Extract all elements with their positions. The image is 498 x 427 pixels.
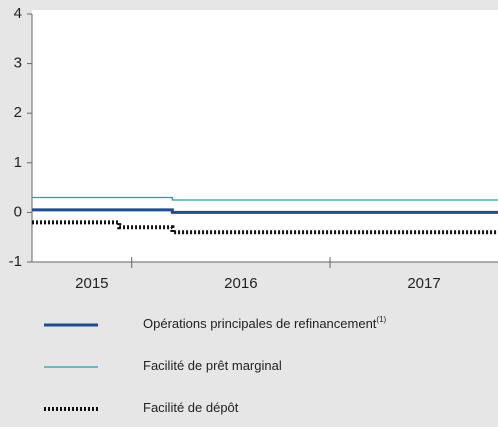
legend-label: Facilité de prêt marginal [143, 358, 282, 373]
y-tick-label: 1 [14, 154, 22, 171]
series-line [32, 208, 498, 214]
x-tick-label: 2017 [407, 275, 440, 292]
y-tick-label: 3 [14, 55, 22, 72]
y-tick-label: 0 [14, 203, 22, 220]
series-line [32, 220, 498, 235]
y-tick-label: 2 [14, 104, 22, 121]
legend-label: Opérations principales de refinancement(… [143, 315, 387, 331]
legend-note: (1) [376, 315, 386, 324]
x-tick-label: 2016 [224, 275, 257, 292]
plot-area [32, 10, 498, 262]
legend-text: Facilité de prêt marginal [143, 358, 282, 373]
x-tick-label: 2015 [75, 275, 108, 292]
legend-text: Opérations principales de refinancement [143, 316, 377, 331]
y-tick-label: 4 [14, 5, 22, 22]
legend-label: Facilité de dépôt [143, 400, 239, 415]
y-tick-label: -1 [9, 253, 22, 270]
legend-text: Facilité de dépôt [143, 400, 239, 415]
series-line [32, 196, 498, 201]
